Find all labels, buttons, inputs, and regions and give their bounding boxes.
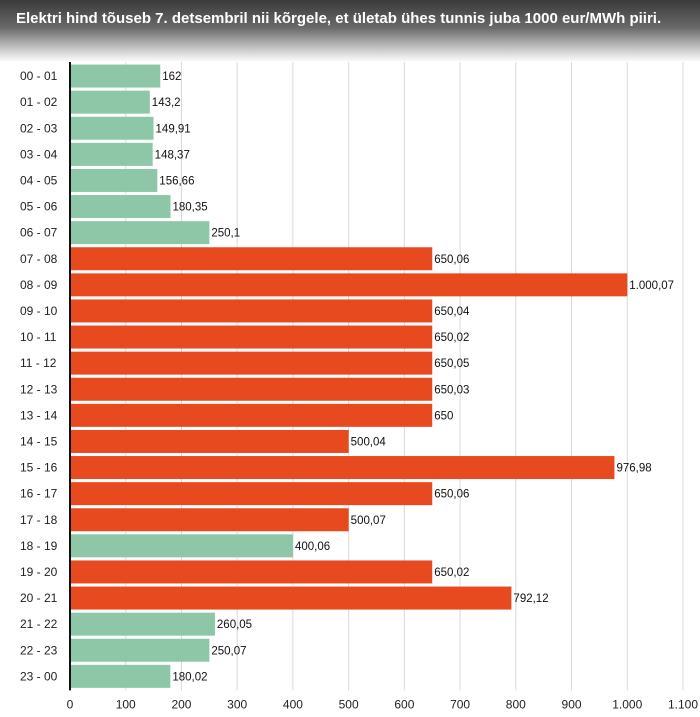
x-tick-label: 0: [67, 697, 74, 711]
x-tick-label: 100: [116, 697, 136, 711]
value-label: 792,12: [513, 593, 548, 605]
x-tick-label: 1.000: [612, 697, 642, 711]
category-label: 17 - 18: [20, 513, 58, 527]
bar: [70, 142, 153, 166]
x-tick-label: 1.100: [668, 697, 698, 711]
bar: [70, 403, 433, 427]
gridlines: [125, 62, 684, 691]
x-tick-label: 800: [506, 697, 526, 711]
bar: [70, 351, 433, 375]
value-label: 148,37: [155, 149, 190, 161]
category-label: 18 - 19: [20, 539, 58, 553]
category-label: 00 - 01: [20, 69, 58, 83]
bar: [70, 325, 433, 349]
bar: [70, 273, 628, 297]
bar: [70, 116, 154, 140]
value-label: 500,07: [351, 515, 386, 527]
value-label: 149,91: [156, 123, 191, 135]
bar: [70, 560, 433, 584]
bar: [70, 429, 349, 453]
x-tick-label: 700: [450, 697, 470, 711]
category-label: 22 - 23: [20, 643, 58, 657]
x-tick-label: 200: [171, 697, 191, 711]
bar: [70, 508, 349, 532]
category-label: 19 - 20: [20, 565, 58, 579]
x-tick-label: 900: [562, 697, 582, 711]
bar: [70, 299, 433, 323]
bar: [70, 221, 210, 245]
category-label: 04 - 05: [20, 173, 58, 187]
category-label: 15 - 16: [20, 461, 58, 475]
category-labels: 00 - 01 01 - 02 02 - 03 03 - 04 04 - 05 05 - …: [20, 69, 58, 683]
category-label: 05 - 06: [20, 200, 58, 214]
bar: [70, 377, 433, 401]
value-label: 650,02: [434, 567, 469, 579]
value-label: 400,06: [295, 541, 330, 553]
category-label: 21 - 22: [20, 617, 58, 631]
bar: [70, 664, 171, 688]
bars: [70, 64, 628, 688]
value-label: 250,07: [211, 645, 246, 657]
title-banner: Elektri hind tõuseb 7. detsembril nii kõ…: [0, 0, 700, 62]
category-label: 06 - 07: [20, 226, 58, 240]
category-label: 23 - 00: [20, 669, 58, 683]
category-label: 01 - 02: [20, 95, 58, 109]
bar: [70, 482, 433, 506]
bar: [70, 534, 293, 558]
value-label: 650,02: [434, 332, 469, 344]
x-tick-label: 600: [394, 697, 414, 711]
chart-title: Elektri hind tõuseb 7. detsembril nii kõ…: [16, 10, 662, 27]
category-label: 07 - 08: [20, 252, 58, 266]
category-label: 20 - 21: [20, 591, 58, 605]
bar: [70, 90, 150, 114]
bar: [70, 612, 215, 636]
bar: [70, 247, 433, 271]
x-tick-label: 300: [227, 697, 247, 711]
value-label: 976,98: [616, 463, 651, 475]
value-label: 650,06: [434, 254, 469, 266]
value-label: 260,05: [217, 619, 252, 631]
value-label: 650,05: [434, 358, 469, 370]
bar: [70, 638, 210, 662]
value-labels: 162 143,2 149,91 148,37 156,66 180,35 250,1 650…: [152, 71, 674, 683]
bar: [70, 456, 615, 480]
category-label: 03 - 04: [20, 147, 58, 161]
category-label: 10 - 11: [20, 330, 57, 344]
value-label: 156,66: [159, 175, 194, 187]
value-label: 180,02: [172, 671, 207, 683]
x-tick-label: 500: [339, 697, 359, 711]
category-label: 12 - 13: [20, 382, 58, 396]
category-label: 02 - 03: [20, 121, 58, 135]
bar: [70, 168, 158, 192]
value-label: 650,06: [434, 489, 469, 501]
x-tick-label: 400: [283, 697, 303, 711]
x-tick-labels: 0 100 200 300 400 500 600 700 800 900 1.000 1.100: [67, 697, 699, 711]
value-label: 180,35: [173, 202, 208, 214]
category-label: 14 - 15: [20, 434, 58, 448]
value-label: 650,03: [434, 384, 469, 396]
category-label: 13 - 14: [20, 408, 58, 422]
bar: [70, 64, 161, 88]
value-label: 500,04: [351, 436, 387, 448]
bar: [70, 195, 171, 219]
category-label: 16 - 17: [20, 487, 58, 501]
value-label: 650: [434, 410, 453, 422]
category-label: 09 - 10: [20, 304, 58, 318]
value-label: 650,04: [434, 306, 470, 318]
value-label: 162: [162, 71, 181, 83]
value-label: 250,1: [211, 228, 240, 240]
bar: [70, 586, 512, 610]
category-label: 11 - 12: [20, 356, 57, 370]
category-label: 08 - 09: [20, 278, 58, 292]
value-label: 143,2: [152, 97, 181, 109]
value-label: 1.000,07: [629, 280, 674, 292]
